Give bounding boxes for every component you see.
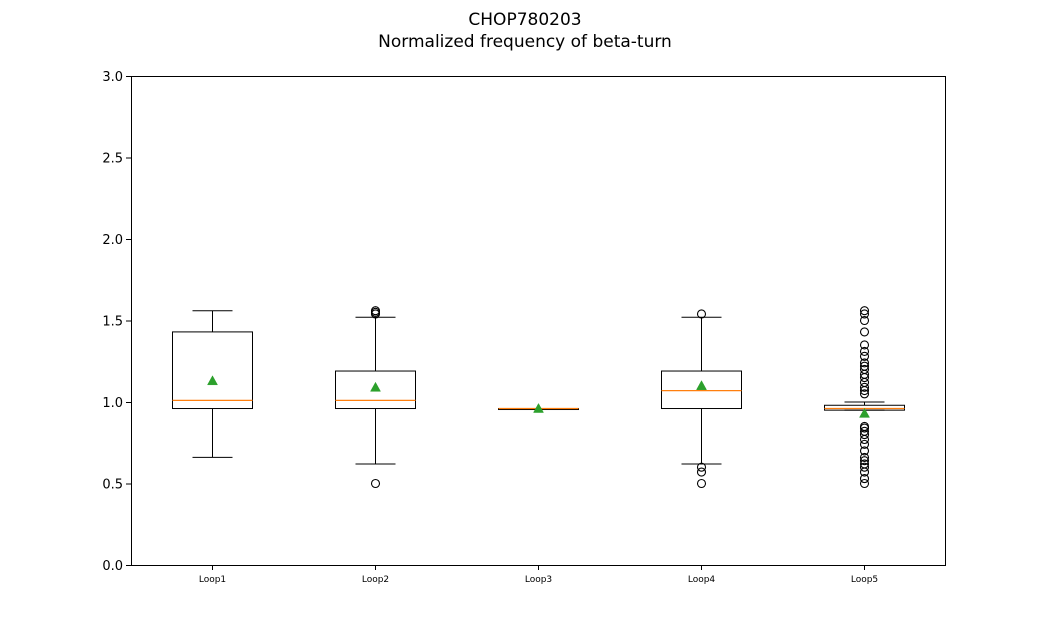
y-tick-label: 2.5 <box>102 152 123 167</box>
outlier-point <box>696 309 707 319</box>
x-tick-label: Loop5 <box>851 575 878 585</box>
chart-title: CHOP780203 <box>468 10 582 30</box>
outlier-point <box>859 462 870 472</box>
iqr-box <box>661 370 742 410</box>
box-loop1 <box>172 310 253 458</box>
outlier-point <box>859 358 870 368</box>
outlier-point <box>696 478 707 489</box>
outlier-point <box>859 439 870 449</box>
outlier-point <box>696 467 707 477</box>
outlier-point <box>696 462 707 472</box>
x-tick-label: Loop4 <box>688 575 716 585</box>
outlier-point <box>859 364 870 374</box>
outlier-point <box>859 315 870 326</box>
box-loop5 <box>824 306 905 489</box>
outlier-point <box>370 478 381 489</box>
iqr-box <box>172 331 253 410</box>
mean-marker <box>696 380 707 390</box>
mean-marker <box>859 407 870 418</box>
box-loop2 <box>335 306 416 489</box>
outlier-point <box>859 459 870 469</box>
box-loop4 <box>661 309 742 489</box>
outlier-point <box>859 361 870 371</box>
y-axis: 0.0 0.5 1.0 1.5 2.0 2.5 3.0 <box>102 70 131 574</box>
outlier-point <box>859 351 870 361</box>
x-tick-label: Loop3 <box>525 575 552 585</box>
mean-marker <box>207 375 218 386</box>
box-loop3 <box>498 403 579 413</box>
x-axis: Loop1 Loop2 Loop3 Loop4 Loop5 <box>199 565 878 585</box>
mean-marker <box>533 403 544 413</box>
outlier-point <box>859 346 870 357</box>
outlier-point <box>370 306 381 316</box>
y-tick-label: 0.5 <box>102 478 123 493</box>
outlier-point <box>859 478 870 489</box>
outlier-point <box>859 340 870 350</box>
outlier-point <box>859 426 870 436</box>
y-tick-label: 3.0 <box>102 70 123 85</box>
x-tick-label: Loop1 <box>199 575 226 585</box>
y-tick-label: 1.0 <box>102 396 123 411</box>
outlier-point <box>859 309 870 319</box>
plot-frame <box>131 76 946 566</box>
y-tick-label: 2.0 <box>102 233 123 248</box>
outlier-point <box>859 474 870 484</box>
outlier-point <box>859 446 870 456</box>
outlier-point <box>859 452 870 462</box>
outlier-point <box>859 456 870 466</box>
chart-subtitle: Normalized frequency of beta-turn <box>378 32 672 52</box>
box-series <box>172 306 905 489</box>
outlier-point <box>859 306 870 316</box>
outlier-point <box>859 382 870 392</box>
outlier-point <box>859 327 870 337</box>
outlier-point <box>859 421 870 432</box>
y-tick-label: 0.0 <box>102 559 123 574</box>
outlier-point <box>859 389 870 399</box>
y-tick-label: 1.5 <box>102 315 123 330</box>
iqr-box <box>335 370 416 410</box>
x-tick-label: Loop2 <box>362 575 389 585</box>
mean-marker <box>370 381 381 392</box>
